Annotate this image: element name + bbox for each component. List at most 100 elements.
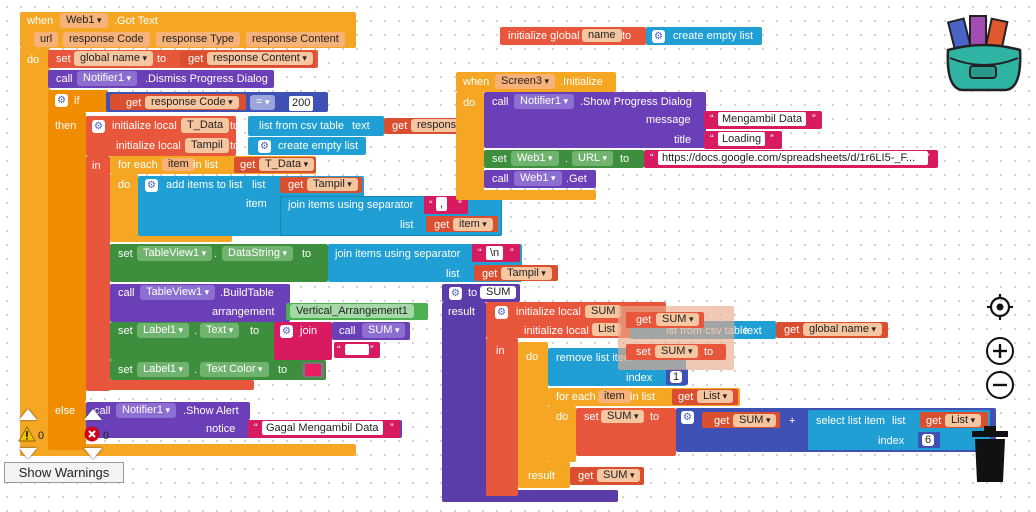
t-data-dropdown[interactable]: T_Data (259, 158, 315, 171)
zoom-in-icon[interactable] (985, 336, 1015, 366)
global-name-dropdown[interactable]: global name (74, 51, 153, 66)
url-string[interactable]: https://docs.google.com/spreadsheets/d/1… (658, 151, 928, 165)
error-toggle-down[interactable] (84, 448, 102, 459)
list-from-csv-block[interactable] (248, 116, 384, 136)
tableview1-dropdown[interactable]: TableView1 (137, 246, 213, 261)
list-var[interactable]: List (592, 323, 622, 336)
notifier1-dropdown[interactable]: Notifier1 (514, 94, 574, 109)
label1-dropdown[interactable]: Label1 (137, 362, 190, 377)
in-label: in (496, 345, 505, 357)
text-prop-dropdown[interactable]: Text (200, 323, 240, 338)
global-var-name[interactable]: name (582, 29, 622, 42)
equals-operator-dropdown[interactable]: = (250, 95, 276, 110)
t-data-var[interactable]: T_Data (181, 118, 230, 133)
ghost-sum-dropdown[interactable]: SUM (656, 313, 700, 326)
plus-label: + (789, 415, 796, 427)
init-local-label: initialize local (116, 140, 181, 152)
separator-comma[interactable]: , (436, 197, 448, 211)
item-var[interactable]: item (598, 390, 631, 403)
global-name-dropdown[interactable]: global name (803, 323, 882, 336)
backpack-icon[interactable] (940, 14, 1026, 94)
error-toggle-up[interactable] (84, 409, 102, 420)
to-label: to (650, 411, 660, 423)
list-dropdown[interactable]: List (945, 414, 982, 427)
gear-icon[interactable]: ⚙ (145, 179, 158, 192)
create-empty-list-block[interactable] (248, 137, 366, 155)
sum-dropdown[interactable]: SUM (601, 410, 645, 423)
ghost-sum-dropdown[interactable]: SUM (655, 345, 699, 358)
number-6[interactable]: 6 (922, 434, 935, 446)
web1-component-dropdown[interactable]: Web1 (60, 13, 108, 28)
to-label: to (468, 287, 478, 299)
to-label: to (250, 325, 260, 337)
response-code-dropdown[interactable]: response Code (145, 96, 239, 109)
trash-icon[interactable] (970, 424, 1010, 484)
error-count: 0 (103, 430, 110, 442)
item-var[interactable]: item (162, 158, 195, 171)
do-label: do (463, 97, 476, 109)
empty-string[interactable] (345, 344, 369, 355)
sum-dropdown[interactable]: SUM (597, 469, 641, 482)
color-swatch-pink[interactable] (305, 364, 321, 376)
in-label: in (92, 160, 101, 172)
tableview1-dropdown[interactable]: TableView1 (140, 285, 216, 300)
sum-dropdown[interactable]: SUM (362, 323, 406, 338)
screen3-dropdown[interactable]: Screen3 (495, 74, 556, 89)
call-label: call (492, 173, 509, 185)
separator-newline[interactable]: \n (486, 246, 504, 260)
show-warnings-button[interactable]: Show Warnings (4, 462, 124, 483)
number-200[interactable]: 200 (288, 95, 315, 112)
item-dropdown[interactable]: item (453, 218, 493, 231)
datastring-dropdown[interactable]: DataString (222, 246, 294, 261)
param-response-content[interactable]: response Content (246, 32, 345, 47)
message-label: message (646, 114, 691, 126)
set-label: set (118, 364, 133, 376)
url-prop-dropdown[interactable]: URL (572, 151, 614, 166)
gear-icon[interactable]: ⚙ (652, 30, 665, 43)
title-string[interactable]: Loading (718, 132, 766, 146)
label1-dropdown[interactable]: Label1 (137, 323, 190, 338)
text-color-prop-dropdown[interactable]: Text Color (200, 362, 269, 377)
number-1[interactable]: 1 (670, 371, 683, 383)
gear-icon[interactable]: ⚙ (258, 140, 271, 153)
sum-dropdown[interactable]: SUM (733, 414, 777, 427)
tampil-var[interactable]: Tampil (185, 138, 229, 153)
vertical-arrangement-dropdown[interactable]: Vertical_Arrangement1 (290, 304, 414, 318)
create-empty-list-block[interactable] (646, 27, 762, 45)
notifier1-dropdown[interactable]: Notifier1 (116, 403, 176, 418)
title-label: title (674, 134, 692, 146)
gear-icon[interactable]: ⚙ (55, 94, 68, 107)
notifier1-dropdown[interactable]: Notifier1 (77, 71, 137, 86)
gear-icon[interactable]: ⚙ (681, 411, 694, 424)
init-local-label: initialize local (112, 120, 177, 132)
list-label: list (252, 179, 266, 191)
gear-icon[interactable]: ⚙ (495, 306, 508, 319)
to-label: to (157, 53, 167, 65)
param-url[interactable]: url (34, 32, 59, 47)
param-response-code[interactable]: response Code (63, 32, 150, 47)
tampil-dropdown[interactable]: Tampil (501, 267, 552, 280)
gear-icon[interactable]: ⚙ (280, 325, 293, 338)
web1-dropdown[interactable]: Web1 (511, 151, 559, 166)
gagal-string[interactable]: Gagal Mengambil Data (262, 421, 383, 435)
ghost-set-label: set (636, 346, 651, 358)
tampil-dropdown[interactable]: Tampil (307, 178, 358, 191)
gear-icon[interactable]: ⚙ (449, 287, 462, 300)
param-response-type[interactable]: response Type (156, 32, 240, 47)
sum-var[interactable]: SUM (585, 305, 622, 318)
gear-icon[interactable]: ⚙ (92, 120, 105, 133)
message-string[interactable]: Mengambil Data (718, 112, 807, 126)
to-label: to (278, 364, 288, 376)
ghost-to-label: to (704, 346, 714, 358)
response-content-dropdown[interactable]: response Content (207, 52, 313, 65)
warning-toggle-down[interactable] (19, 448, 37, 459)
call-label: call (339, 325, 356, 337)
get-label: get (126, 97, 142, 109)
warning-toggle-up[interactable] (19, 409, 37, 420)
to-label: to (620, 153, 630, 165)
target-icon[interactable] (986, 293, 1014, 321)
web1-dropdown[interactable]: Web1 (514, 171, 562, 186)
list-dropdown[interactable]: List (697, 390, 734, 403)
zoom-out-icon[interactable] (985, 370, 1015, 400)
procedure-name[interactable]: SUM (480, 286, 517, 299)
